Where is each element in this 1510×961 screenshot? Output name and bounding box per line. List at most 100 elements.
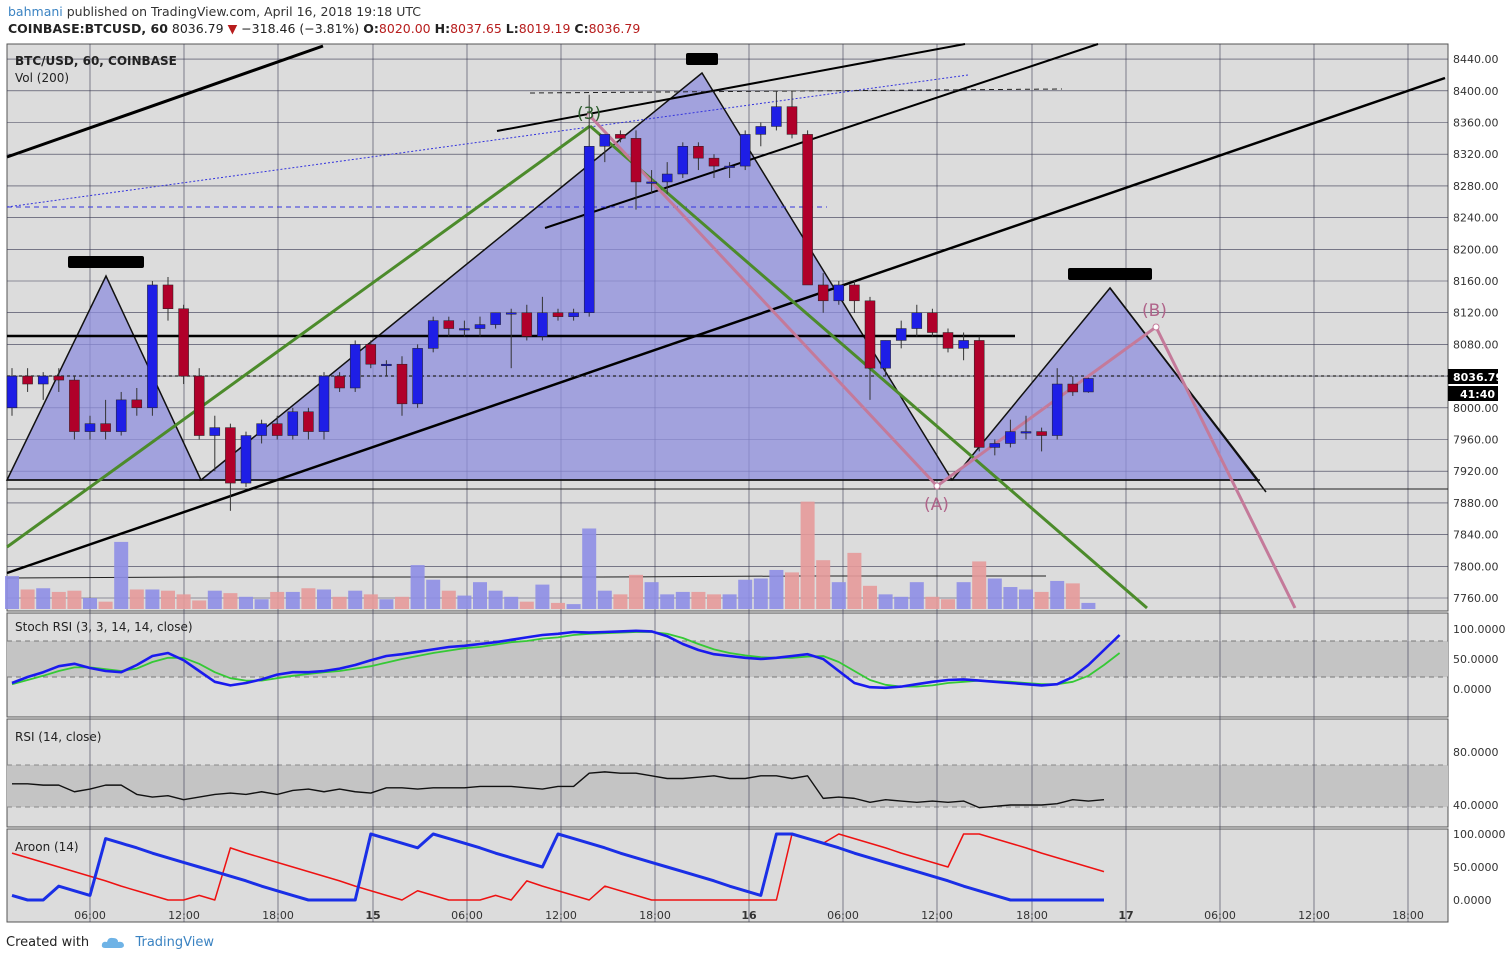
volume-bar bbox=[20, 589, 35, 609]
price-tick-label: 7840.00 bbox=[1453, 529, 1499, 542]
candle-body bbox=[100, 423, 111, 432]
candle-body bbox=[568, 312, 579, 317]
stoch-k-line bbox=[11, 629, 1121, 690]
volume-bar bbox=[473, 582, 487, 609]
volume-bar bbox=[519, 601, 534, 609]
price-tag: 8036.79 bbox=[1453, 371, 1503, 384]
candle-body bbox=[693, 146, 704, 159]
candle-body bbox=[412, 348, 423, 405]
volume-bar bbox=[831, 582, 846, 609]
open-value: 8020.00 bbox=[378, 21, 431, 36]
candle-body bbox=[833, 284, 845, 302]
aroon-pane[interactable] bbox=[6, 828, 1449, 923]
volume-bar bbox=[83, 598, 97, 609]
close-value: 8036.79 bbox=[588, 21, 641, 36]
candle-body bbox=[303, 411, 314, 432]
price-change: −318.46 (−3.81%) bbox=[241, 21, 360, 36]
candle-body bbox=[271, 423, 283, 436]
candles bbox=[6, 90, 1094, 511]
volume-bar bbox=[1050, 580, 1065, 609]
candle-body bbox=[318, 375, 330, 432]
volume-bar bbox=[1034, 591, 1049, 609]
candle-body bbox=[209, 427, 221, 436]
volume-bar bbox=[925, 596, 940, 609]
volume-bar bbox=[441, 590, 456, 609]
time-tick-label: 06:00 bbox=[451, 909, 483, 922]
high-label: H: bbox=[434, 21, 451, 36]
time-tick-label: 16 bbox=[741, 909, 757, 922]
volume-bar bbox=[722, 594, 737, 609]
stoch-label: Stoch RSI (3, 3, 14, 14, close) bbox=[15, 620, 193, 634]
rsi-series-line bbox=[12, 771, 1105, 809]
volume-bar bbox=[504, 596, 519, 609]
price-tick-label: 8080.00 bbox=[1453, 338, 1499, 351]
candle-body bbox=[1020, 431, 1032, 434]
point-3-marker bbox=[586, 112, 594, 120]
volume-bar bbox=[239, 596, 253, 609]
aroon-lines bbox=[11, 832, 1105, 902]
time-tick-label: 06:00 bbox=[827, 909, 859, 922]
volume-bar bbox=[909, 582, 924, 609]
volume-bar bbox=[395, 596, 409, 609]
volume-bar bbox=[114, 541, 129, 609]
volume-bar bbox=[129, 589, 144, 609]
candle-body bbox=[911, 312, 923, 329]
candle-body bbox=[677, 146, 689, 175]
volume-bar bbox=[582, 528, 597, 609]
abc-projection-line bbox=[588, 114, 1297, 609]
left-shoulder-marker bbox=[68, 256, 144, 268]
volume-bar bbox=[223, 593, 238, 609]
volume-bar bbox=[566, 604, 581, 609]
candle-body bbox=[973, 340, 985, 448]
volume-bar bbox=[972, 561, 987, 609]
author-link[interactable]: bahmani bbox=[8, 4, 63, 19]
volume-bar bbox=[753, 578, 768, 609]
time-tick-label: 15 bbox=[365, 909, 380, 922]
main-pane-title: BTC/USD, 60, COINBASE bbox=[15, 54, 177, 68]
volume-bar bbox=[98, 601, 113, 609]
candle-body bbox=[599, 134, 611, 147]
publish-info: published on TradingView.com, April 16, … bbox=[66, 4, 422, 19]
candle-body bbox=[147, 284, 158, 409]
time-tick-label: 06:00 bbox=[1204, 909, 1236, 922]
candle-body bbox=[505, 312, 517, 315]
candle-body bbox=[240, 435, 252, 484]
volume-bar bbox=[535, 584, 550, 609]
volume-bar bbox=[270, 591, 285, 609]
trendline-long bbox=[6, 76, 1446, 575]
countdown-tag-box bbox=[1448, 386, 1498, 401]
price-tick-label: 8200.00 bbox=[1453, 243, 1499, 256]
candle-body bbox=[849, 284, 860, 302]
candle-body bbox=[225, 427, 236, 484]
time-tick-label: 18:00 bbox=[1392, 909, 1424, 922]
candle-body bbox=[661, 173, 673, 183]
candle-body bbox=[864, 300, 876, 369]
price-tick-label: 8360.00 bbox=[1453, 117, 1499, 130]
price-tick-label: 7800.00 bbox=[1453, 560, 1499, 573]
volume-bar bbox=[254, 599, 269, 609]
stoch-tick-label: 0.0000 bbox=[1453, 683, 1492, 696]
candle-body bbox=[552, 312, 564, 317]
tradingview-brand-link[interactable]: TradingView bbox=[135, 935, 214, 950]
aroon-tick-label: 0.0000 bbox=[1453, 894, 1492, 907]
volume-bar bbox=[1065, 583, 1080, 609]
y-axis-labels: 8440.00 8400.00 8360.00 8320.00 8280.00 8240.… bbox=[1453, 53, 1506, 907]
aroon-up-line bbox=[11, 832, 1104, 902]
price-tick-label: 7880.00 bbox=[1453, 497, 1499, 510]
price-tick-label: 8240.00 bbox=[1453, 212, 1499, 225]
volume-bar bbox=[847, 552, 862, 609]
price-tick-label: 8160.00 bbox=[1453, 275, 1499, 288]
candle-body bbox=[490, 312, 501, 325]
time-tick-label: 17 bbox=[1118, 909, 1133, 922]
volume-bar bbox=[707, 594, 721, 609]
volume-bar bbox=[363, 594, 378, 609]
price-tick-label: 7920.00 bbox=[1453, 465, 1499, 478]
time-tick-label: 12:00 bbox=[921, 909, 953, 922]
volume-bar bbox=[285, 591, 300, 609]
open-label: O: bbox=[363, 21, 379, 36]
candle-body bbox=[334, 375, 345, 389]
footer: Created with TradingView bbox=[6, 935, 214, 950]
stoch-band bbox=[7, 641, 1448, 677]
wave-a-label: (A) bbox=[924, 495, 949, 515]
